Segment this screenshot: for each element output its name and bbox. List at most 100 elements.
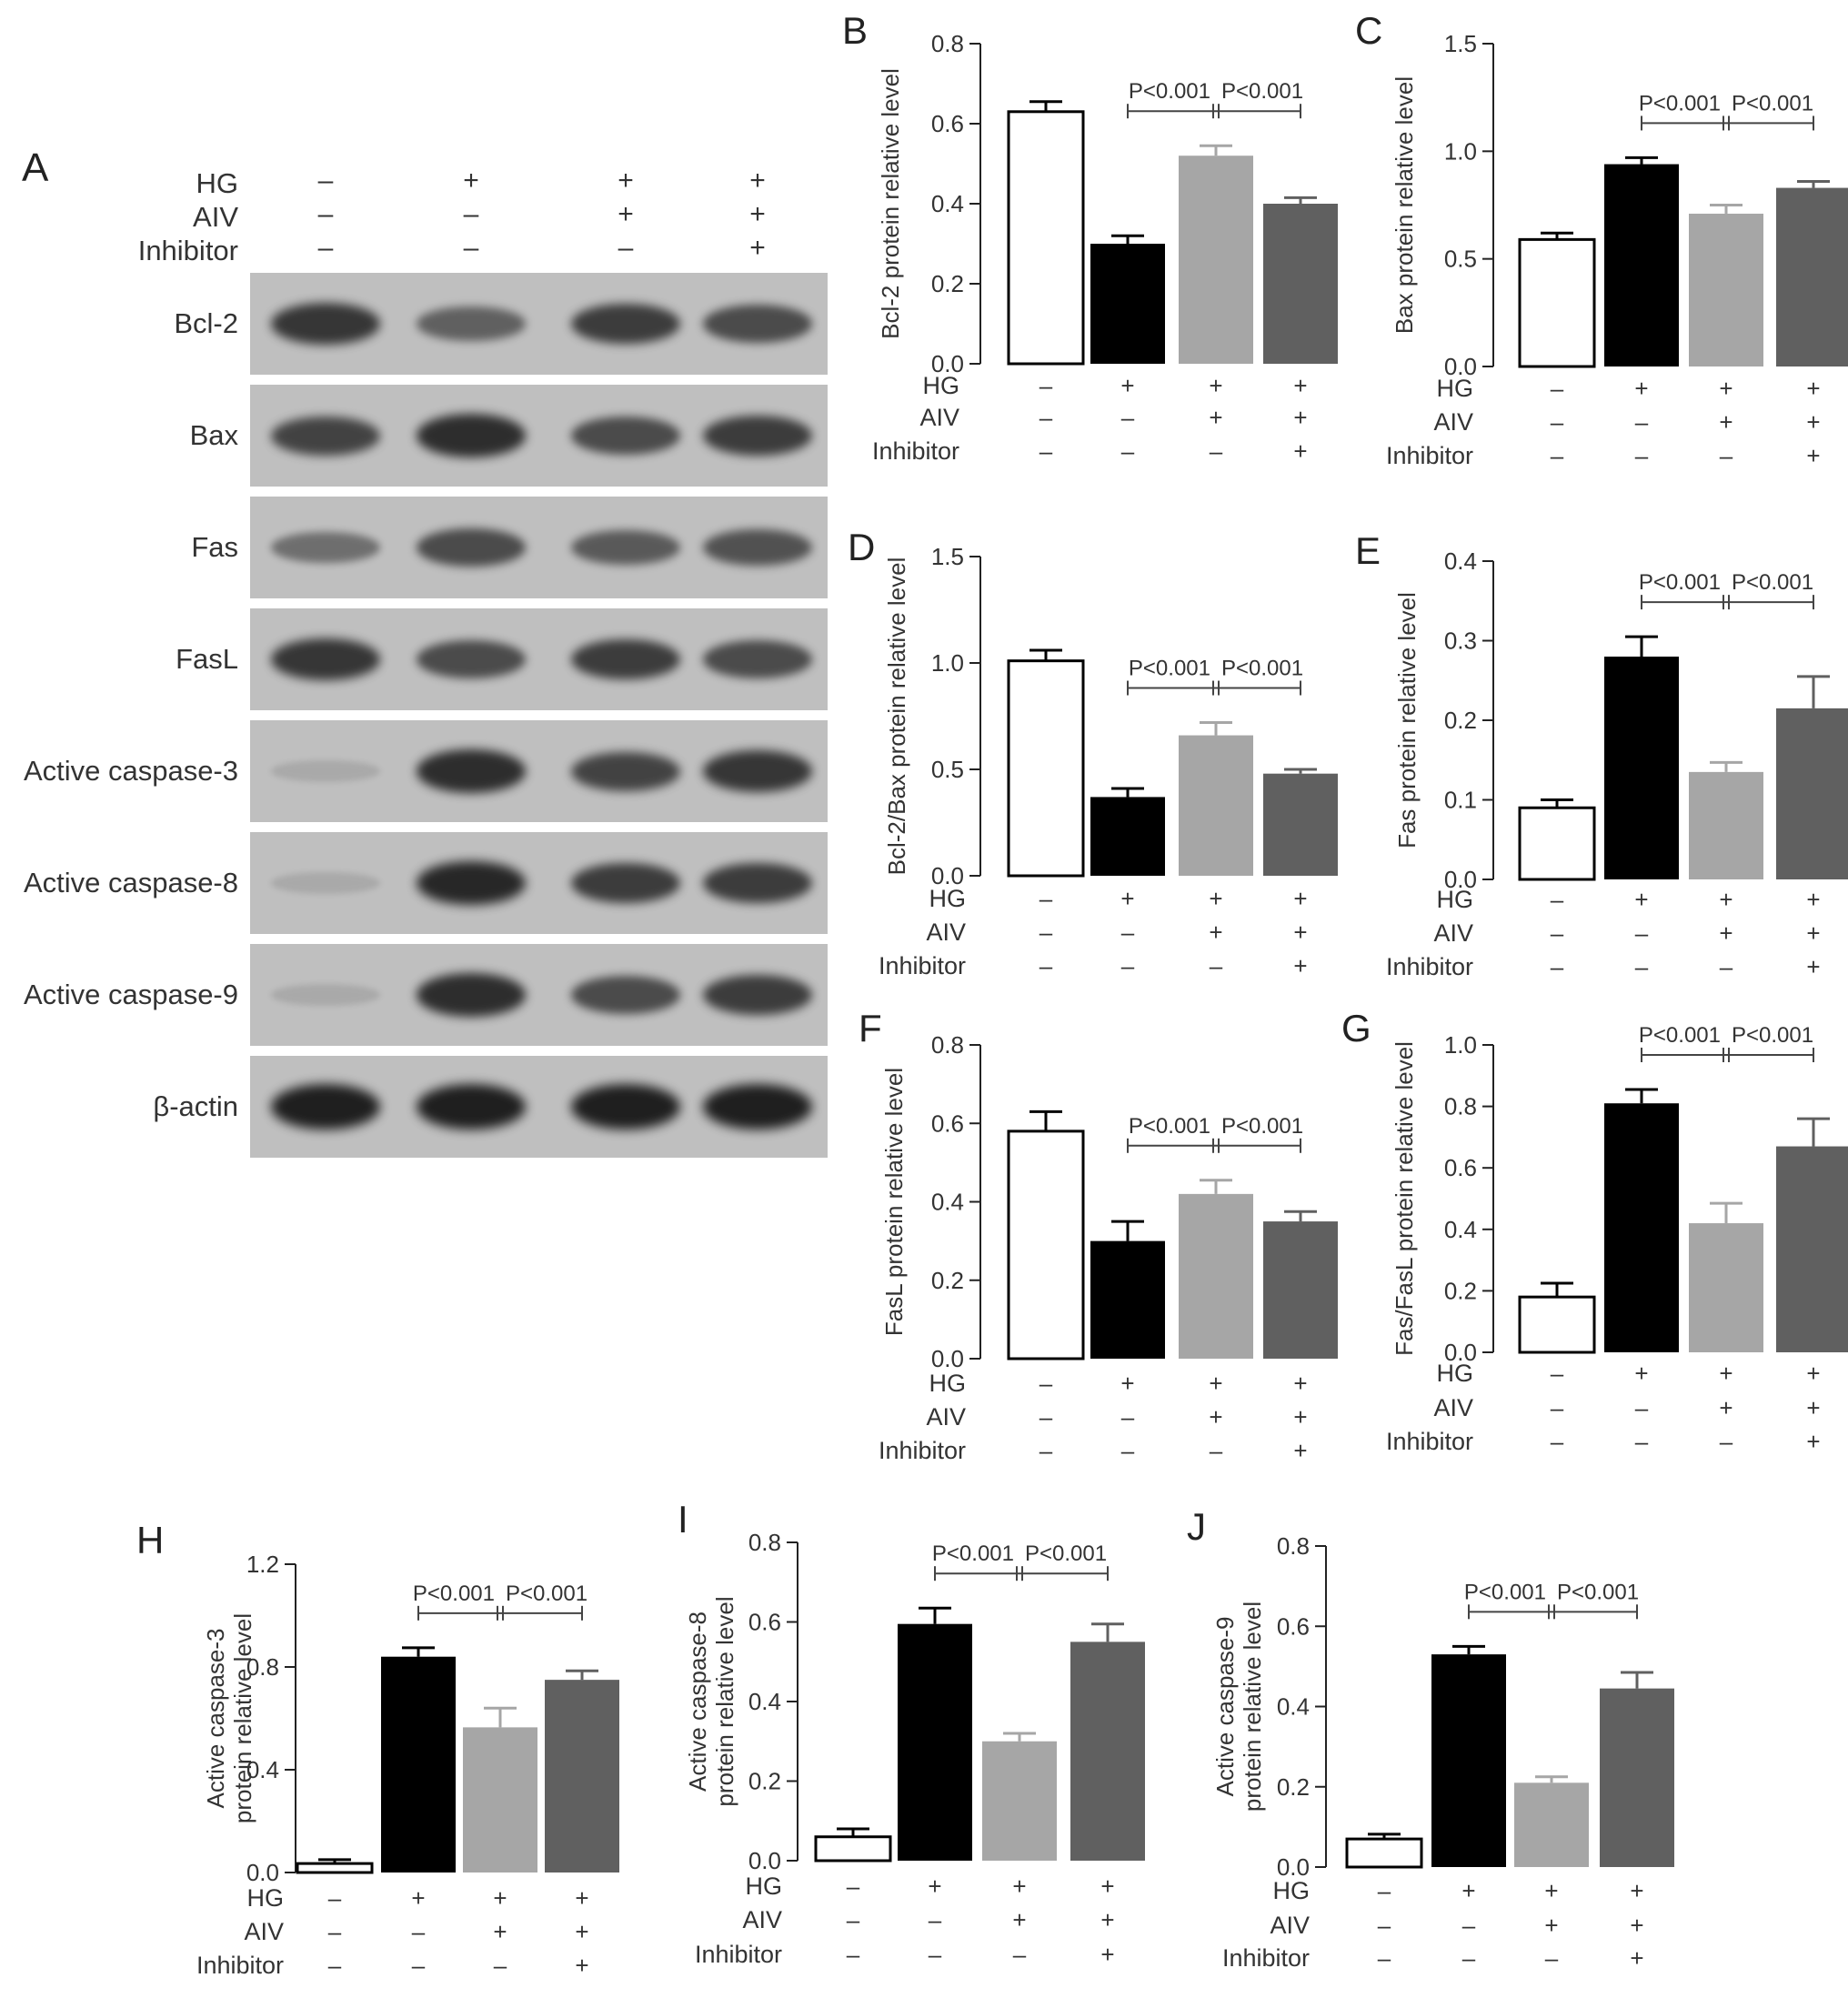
panel-letter: I [678,1498,688,1541]
condition-sign: – [1635,408,1649,436]
p-value-label: P<0.001 [1129,657,1210,681]
condition-sign: – [1121,404,1135,431]
y-tick-label: 0.0 [748,1847,781,1874]
condition-sign: + [1806,886,1820,913]
protein-band [571,976,680,1014]
condition-sign: – [1551,408,1564,436]
y-tick-label: 0.4 [1277,1693,1310,1721]
y-tick-label: 0.8 [1444,1093,1477,1120]
y-axis-label-line: protein relative level [1239,1601,1266,1812]
protein-band [703,862,812,904]
condition-sign: + [411,1884,425,1912]
bar [1090,797,1165,876]
blot-strip [250,1056,828,1158]
protein-band [703,750,812,792]
p-value-label: P<0.001 [1639,1023,1721,1048]
protein-band [571,638,680,680]
condition-sign: – [463,233,479,263]
protein-band [417,414,526,457]
blot-strip [250,385,828,487]
bar [463,1727,537,1872]
y-axis-label-line: Active caspase-8 [684,1611,711,1792]
y-tick-label: 1.0 [1444,1031,1477,1059]
y-tick-label: 1.2 [246,1551,279,1578]
blot-strip [250,273,828,375]
bar [1345,1837,1423,1869]
panel-letter: H [136,1519,164,1561]
condition-sign: – [412,1952,426,1979]
bar [1007,659,1085,878]
y-tick-label: 0.8 [246,1653,279,1681]
bar [1518,1295,1596,1354]
condition-sign: + [1293,404,1307,431]
y-axis-label: FasL protein relative level [880,1068,908,1336]
p-value-label: P<0.001 [932,1541,1014,1566]
condition-label: AIV [1270,1912,1310,1939]
y-tick-label: 1.0 [1444,137,1477,165]
y-axis-label-line: Active caspase-9 [1211,1617,1239,1797]
protein-band [417,306,526,341]
chart-f: F 0.0 0.2 0.4 0.6 0.8 FasL protein relative le… [859,1007,1338,1464]
condition-sign: + [493,1884,507,1912]
condition-label: Inhibitor [879,952,966,979]
condition-sign: – [1040,1437,1053,1464]
condition-sign: + [1719,886,1732,913]
condition-label: HG [247,1884,285,1912]
condition-sign: – [1210,437,1223,465]
protein-band [703,1084,812,1130]
condition-sign: – [1462,1912,1476,1939]
y-axis-label: Active caspase-3protein relative level [202,1613,256,1823]
p-value-label: P<0.001 [413,1581,495,1606]
condition-sign: + [1719,1360,1732,1387]
condition-sign: – [1040,952,1053,979]
protein-band [417,640,526,678]
condition-sign: – [1040,885,1053,912]
condition-sign: + [1630,1944,1643,1972]
condition-sign: + [1719,375,1732,402]
condition-label: AIV [919,404,959,431]
bar [814,1835,892,1862]
condition-label: Inhibitor [879,1437,966,1464]
condition-sign: + [575,1918,588,1945]
condition-sign: + [1293,437,1307,465]
condition-sign: + [1209,885,1222,912]
y-tick-label: 1.5 [931,543,964,570]
condition-sign: – [1121,919,1135,946]
condition-label: AIV [926,919,966,946]
blot-label: Bax [189,419,238,451]
condition-sign: – [1040,1403,1053,1431]
condition-sign: + [1120,1370,1134,1397]
condition-sign: – [1040,1370,1053,1397]
chart-i: I 0.0 0.2 0.4 0.6 0.8 Active caspase-8protein … [678,1498,1145,1968]
protein-band [271,1084,380,1130]
y-tick-label: 0.2 [931,270,964,297]
condition-label: AIV [1433,408,1473,436]
y-tick-label: 1.5 [1444,30,1477,57]
protein-band [417,973,526,1017]
condition-sign: + [1293,952,1307,979]
condition-sign: – [1378,1912,1391,1939]
protein-band [271,760,380,782]
condition-sign: – [929,1941,942,1968]
condition-sign: – [1551,919,1564,947]
y-axis-label-line: Active caspase-3 [202,1629,229,1809]
condition-sign: – [1121,1437,1135,1464]
protein-band [703,528,812,567]
condition-sign: + [1719,408,1732,436]
blot-strip [250,720,828,822]
protein-band [571,417,680,455]
condition-sign: + [749,166,766,196]
blot-strip [250,608,828,710]
condition-sign: – [1121,437,1135,465]
protein-band [571,862,680,904]
panel-letter: J [1187,1505,1206,1548]
bar [1604,164,1679,366]
condition-sign: + [1209,1403,1222,1431]
condition-sign: – [494,1952,507,1979]
p-value-label: P<0.001 [1129,1114,1210,1139]
chart-j: J 0.0 0.2 0.4 0.6 0.8 Active caspase-9protein … [1187,1505,1674,1972]
condition-sign: + [1634,1360,1648,1387]
condition-sign: + [1806,408,1820,436]
condition-sign: + [749,233,766,263]
blot-label: Bcl-2 [174,307,238,339]
